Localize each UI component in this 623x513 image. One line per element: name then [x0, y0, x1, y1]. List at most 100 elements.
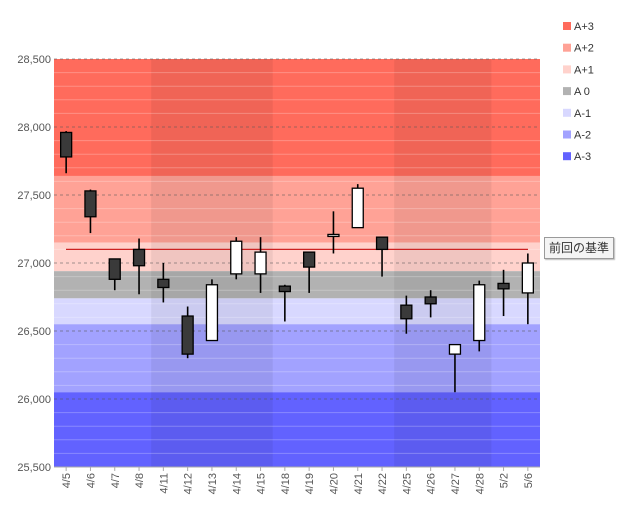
y-tick-label: 28,000	[17, 122, 51, 134]
legend-label: A-2	[574, 130, 591, 142]
band-A0	[54, 271, 540, 299]
candle-body	[473, 284, 486, 342]
x-tick-label: 4/15	[256, 473, 268, 494]
candle	[181, 306, 194, 359]
x-tick-label: 4/13	[207, 473, 219, 494]
candle-body	[400, 304, 413, 320]
candle	[375, 236, 389, 277]
x-tick-label: 4/26	[426, 473, 438, 494]
x-tick-label: 4/25	[401, 473, 413, 494]
candle	[327, 211, 340, 254]
candle-layer	[60, 131, 534, 393]
candle	[84, 189, 97, 234]
candle	[521, 253, 534, 325]
candle-body	[157, 278, 170, 289]
candle-body	[375, 236, 389, 251]
candle	[278, 284, 292, 322]
legend-label: A+1	[574, 64, 594, 76]
candle	[448, 343, 462, 393]
y-tick-label: 26,000	[17, 394, 51, 406]
legend-label: A-3	[574, 151, 591, 163]
candle	[60, 131, 73, 174]
candle-body	[230, 240, 243, 275]
legend-label: A 0	[574, 86, 590, 98]
candle-body	[448, 343, 462, 355]
band-Aplus2	[54, 175, 540, 243]
legend-item: A+1	[563, 64, 594, 76]
candle	[424, 290, 437, 318]
candle-body	[351, 187, 364, 229]
legend-swatch	[563, 65, 571, 74]
x-tick-label: 4/27	[450, 473, 462, 494]
x-tick-label: 4/12	[183, 473, 195, 494]
y-tick-label: 28,500	[17, 54, 51, 66]
x-tick-label: 4/8	[134, 473, 146, 488]
x-tick-label: 4/18	[280, 473, 292, 494]
band-Aminus2	[54, 324, 540, 393]
x-tick-label: 4/21	[353, 473, 365, 494]
candle	[400, 295, 413, 334]
x-tick-label: 4/11	[158, 473, 170, 494]
legend-item: A+3	[563, 21, 594, 33]
candle	[205, 279, 219, 342]
x-axis: 4/5 4/6 4/7 4/8 4/11 4/12 4/13 4/14 4/15 4/18 4/19…	[54, 466, 540, 494]
legend-swatch	[563, 87, 571, 96]
x-tick-label: 4/20	[328, 473, 340, 494]
band-Aminus3	[54, 392, 540, 467]
candle	[108, 258, 121, 291]
x-tick-label: 4/6	[85, 473, 97, 488]
candle-body	[302, 251, 316, 268]
candle	[157, 263, 170, 303]
candle-body	[497, 282, 510, 290]
candle-body	[521, 262, 534, 294]
candle-body	[108, 258, 121, 280]
candle-body	[327, 233, 340, 238]
candle	[132, 238, 146, 295]
candle	[473, 280, 486, 352]
candle-body	[278, 285, 292, 293]
y-tick-label: 26,500	[17, 326, 51, 338]
legend-swatch	[563, 108, 571, 117]
x-tick-label: 4/19	[304, 473, 316, 494]
legend: A+3 A+2 A+1 A 0 A-1 A-2 A-3	[563, 21, 594, 163]
x-tick-label: 4/22	[377, 473, 389, 494]
candle	[230, 237, 243, 280]
reference-line-label: 前回の基準	[544, 237, 614, 259]
candle-body	[60, 131, 73, 158]
x-tick-label: 4/28	[474, 473, 486, 494]
x-tick-label: 5/6	[523, 473, 535, 488]
candle-body	[205, 284, 219, 342]
candle-body	[84, 190, 97, 218]
y-tick-label: 25,500	[17, 462, 51, 474]
y-tick-label: 27,000	[17, 258, 51, 270]
candle	[497, 269, 510, 317]
candle-body	[424, 296, 437, 305]
legend-item: A-2	[563, 130, 591, 142]
legend-label: A-1	[574, 108, 591, 120]
legend-label: A+3	[574, 21, 594, 33]
legend-swatch	[563, 43, 571, 52]
grid-layer	[54, 58, 540, 468]
x-tick-label: 5/2	[499, 473, 511, 488]
candle	[254, 237, 267, 293]
candle	[351, 184, 364, 229]
x-tick-label: 4/7	[110, 473, 122, 488]
legend-swatch	[563, 22, 571, 30]
band-Aplus3	[54, 59, 540, 176]
legend-swatch	[563, 152, 571, 161]
band-Aminus1	[54, 298, 540, 325]
candle-body	[181, 315, 194, 355]
candle-body	[132, 248, 146, 267]
y-tick-label: 27,500	[17, 190, 51, 202]
y-axis: 25,500 26,000 26,500 27,000 27,500 28,000 28,5…	[17, 54, 51, 474]
legend-item: A-3	[563, 151, 591, 163]
legend-item: A+2	[563, 43, 594, 55]
legend-item: A 0	[563, 86, 590, 98]
band-layer	[54, 59, 540, 467]
candle-body	[254, 251, 267, 275]
legend-item: A-1	[563, 108, 591, 120]
x-tick-label: 4/14	[231, 473, 243, 494]
candle	[302, 251, 316, 293]
legend-label: A+2	[574, 43, 594, 55]
